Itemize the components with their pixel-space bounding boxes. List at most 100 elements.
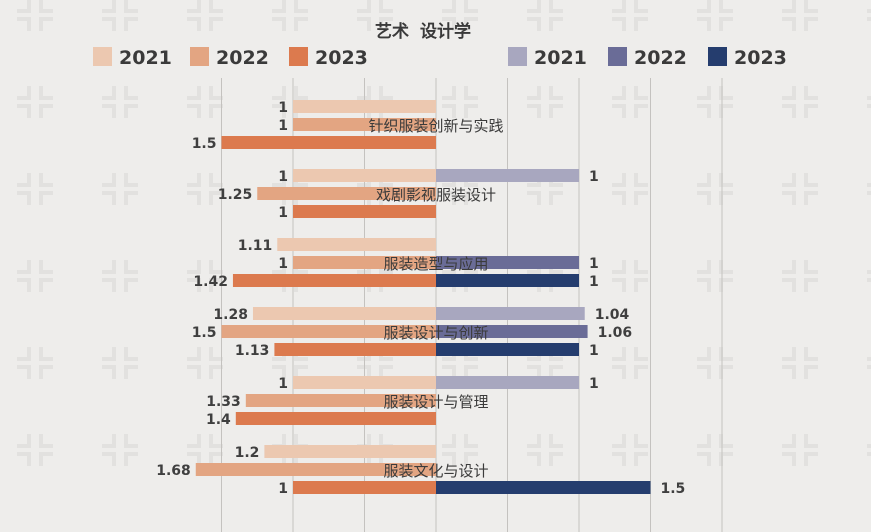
legend-swatch (93, 47, 112, 66)
bar-right (436, 376, 579, 389)
legend: 2021 2022 2023 2021 2022 2023 (93, 47, 787, 69)
bar-left (293, 100, 436, 113)
bar-value-label: 1 (278, 100, 288, 116)
bar-left (293, 376, 436, 389)
bar-right (436, 343, 579, 356)
watermark-logo (17, 86, 53, 118)
watermark-logo (442, 347, 478, 379)
category-labels: 针织服装创新与实践戏剧影视服装设计服装造型与应用服装设计与创新服装设计与管理服装… (368, 117, 503, 480)
legend-label: 2022 (216, 47, 269, 69)
bar-value-label: 1 (278, 481, 288, 497)
watermark-logo (527, 260, 563, 292)
watermark-logo (187, 434, 223, 466)
bar-value-label: 1 (278, 205, 288, 221)
bars (195, 100, 651, 494)
bar-left (195, 463, 436, 476)
bar-value-label: 1.33 (206, 394, 241, 410)
watermark-logo (357, 260, 393, 292)
bar-right (436, 274, 579, 287)
watermark-logo (697, 347, 733, 379)
watermark-logo (782, 86, 818, 118)
bar-left (235, 412, 436, 425)
bar-value-label: 1.4 (206, 412, 231, 428)
category-label: 服装设计与管理 (383, 393, 488, 411)
watermark-logo (187, 173, 223, 205)
watermark-logo (357, 0, 393, 31)
bar-value-label: 1.2 (235, 445, 260, 461)
category-label: 针织服装创新与实践 (368, 117, 503, 135)
watermark-logo (697, 434, 733, 466)
watermark-logo (782, 260, 818, 292)
watermark-logo (442, 173, 478, 205)
bar-value-label: 1.28 (213, 307, 248, 323)
watermark-logo (272, 0, 308, 31)
watermark-logo (867, 183, 871, 195)
watermark-logo (782, 347, 818, 379)
legend-label: 2023 (315, 47, 368, 69)
watermark-logo (442, 86, 478, 118)
watermark-logo (357, 347, 393, 379)
legend-swatch (289, 47, 308, 66)
bar-left (293, 256, 436, 269)
bar-value-label: 1 (589, 376, 599, 392)
bar-left (257, 187, 436, 200)
bar-left (293, 481, 436, 494)
watermark-logo (102, 0, 138, 31)
bar-value-label: 1 (589, 256, 599, 272)
bar-value-label: 1.25 (218, 187, 253, 203)
bar-left (221, 325, 436, 338)
bar-value-label: 1 (278, 169, 288, 185)
bar-value-label: 1.11 (238, 238, 273, 254)
watermark-logo (612, 0, 648, 31)
bar-value-label: 1.5 (192, 136, 217, 152)
watermark-logo (867, 9, 871, 21)
watermark-logo (272, 86, 308, 118)
watermark-logo (442, 434, 478, 466)
bar-left (232, 274, 436, 287)
watermark-logo (187, 86, 223, 118)
bar-value-label: 1 (278, 376, 288, 392)
bar-left (293, 169, 436, 182)
watermark-logo (187, 260, 223, 292)
watermark-logo (697, 260, 733, 292)
bar-value-label: 1.06 (598, 325, 633, 341)
watermark-logo (17, 347, 53, 379)
category-label: 服装设计与创新 (383, 324, 488, 342)
watermark-logo (527, 434, 563, 466)
bar-right (436, 325, 588, 338)
bar-right (436, 256, 579, 269)
legend-swatch (708, 47, 727, 66)
watermark-logo (17, 260, 53, 292)
watermark-logo (442, 0, 478, 31)
bar-value-label: 1.5 (661, 481, 686, 497)
bar-left (293, 118, 436, 131)
bar-value-label: 1.04 (595, 307, 630, 323)
bar-left (274, 343, 436, 356)
watermark-logo (272, 347, 308, 379)
watermark-logo (102, 86, 138, 118)
bar-value-label: 1 (278, 118, 288, 134)
bar-left (277, 238, 436, 251)
watermark-logo (527, 0, 563, 31)
bar-left (245, 394, 436, 407)
watermark-logo (102, 434, 138, 466)
bar-value-label: 1 (589, 274, 599, 290)
category-label: 服装文化与设计 (383, 462, 488, 480)
bar-value-label: 1.5 (192, 325, 217, 341)
watermark-logo (612, 347, 648, 379)
watermark-logo (527, 86, 563, 118)
watermark-logo (697, 86, 733, 118)
watermark-logo (187, 0, 223, 31)
bar-value-label: 1 (589, 169, 599, 185)
watermark-logo (187, 347, 223, 379)
watermark-logo (612, 86, 648, 118)
watermark-logo (612, 434, 648, 466)
legend-label: 2023 (734, 47, 787, 69)
watermark-logo (697, 0, 733, 31)
bar-value-label: 1.42 (193, 274, 228, 290)
bar-right (436, 169, 579, 182)
watermark-logo (102, 347, 138, 379)
bar-left (221, 136, 436, 149)
watermark-logo (782, 434, 818, 466)
watermark-logo (272, 173, 308, 205)
